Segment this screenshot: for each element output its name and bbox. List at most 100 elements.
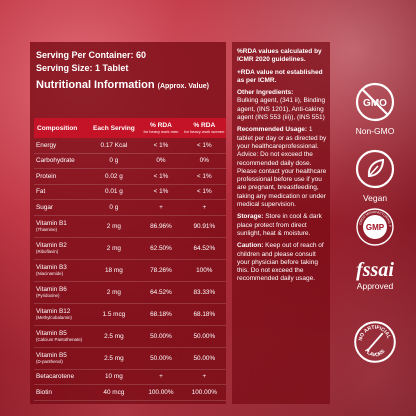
row-name: Vitamin B5 (D-panthenol): [34, 347, 89, 370]
col-rda-women-label: % RDA: [193, 122, 216, 129]
row-rda-men: +: [139, 369, 183, 385]
row-rda-women-text: 0%: [199, 157, 209, 165]
other-ingredients-title: Other Ingredients:: [237, 89, 294, 97]
row-rda-men-text: 0%: [156, 157, 166, 165]
row-amount-text: 0.01 g: [104, 188, 123, 196]
col-each-serving: Each Serving: [88, 118, 140, 138]
table-row: Fat 0.01 g < 1% < 1%: [34, 184, 226, 200]
row-name: Vitamin B3 (Niacinamide): [34, 259, 89, 282]
row-name: Sugar: [34, 199, 89, 216]
row-rda-women-text: 90.91%: [193, 222, 216, 230]
row-rda-men: 50.00%: [139, 347, 183, 370]
row-name-sub: (D-panthenol): [36, 359, 63, 364]
row-rda-men-text: < 1%: [153, 188, 169, 196]
row-rda-men: < 1%: [139, 168, 183, 185]
row-amount: 0 g: [88, 199, 140, 216]
row-rda-men-text: < 1%: [153, 172, 169, 180]
col-rda-women: % RDA for heavy work women: [182, 118, 226, 138]
row-rda-men: 62.50%: [139, 237, 183, 260]
row-name-text: Vitamin B6: [36, 286, 67, 293]
row-rda-women: 50.00%: [182, 347, 226, 370]
table-row: Vitamin B12 (Methylcobalamin) 1.5 mcg 68.18…: [34, 303, 226, 326]
non-gmo-label: Non-GMO: [355, 126, 395, 136]
row-rda-men-text: 64.52%: [150, 288, 172, 296]
row-rda-men-text: 50.00%: [150, 354, 172, 362]
row-rda-men-text: 50.00%: [150, 332, 172, 340]
row-name: Carbohydrate: [34, 153, 89, 169]
info-text: %RDA values calculated by ICMR 2020 guid…: [237, 48, 329, 288]
row-rda-men: 86.96%: [139, 215, 183, 238]
row-amount: 2 mg: [88, 281, 140, 304]
row-rda-men-text: +: [159, 373, 163, 381]
row-rda-women: < 1%: [182, 168, 226, 185]
info-panel: [232, 42, 330, 404]
row-name: Energy: [34, 138, 89, 154]
row-rda-women-text: 50.00%: [193, 354, 216, 362]
row-amount-text: 2.5 mg: [104, 354, 124, 362]
row-name-sub: (Niacinamide): [36, 271, 64, 276]
row-rda-men: 0%: [139, 153, 183, 169]
row-rda-women-text: < 1%: [196, 172, 212, 180]
svg-text:FLAVORS: FLAVORS: [363, 348, 387, 358]
row-name-text: Vitamin B5: [36, 330, 67, 337]
row-rda-men: +: [139, 199, 183, 216]
gmp-icon: GOOD MANUFACTURING PRACTICE GMP: [354, 204, 394, 246]
row-name-text: Energy: [36, 141, 57, 149]
table-row: Betacarotene 10 mg + +: [34, 369, 226, 385]
nutrition-table: Composition Each Serving % RDA for heavy…: [34, 118, 226, 401]
table-row: Energy 0.17 Kcal < 1% < 1%: [34, 138, 226, 154]
row-rda-men: 68.18%: [139, 303, 183, 326]
row-rda-women-text: < 1%: [196, 188, 212, 196]
row-rda-women: +: [182, 199, 226, 216]
col-composition: Composition: [34, 118, 89, 138]
col-rda-men-sub: for heavy work men: [143, 129, 179, 134]
row-name-sub: (Methylcobalamin): [36, 315, 72, 320]
row-rda-men-text: +: [159, 203, 163, 211]
rda-note-1: %RDA values calculated by ICMR 2020 guid…: [237, 48, 322, 64]
row-rda-women: +: [182, 369, 226, 385]
nutritional-sub: (Approx. Value): [157, 83, 209, 90]
fssai-badge: fssai Approved: [350, 259, 400, 291]
row-rda-men: 50.00%: [139, 325, 183, 348]
row-rda-men-text: 78.26%: [150, 266, 172, 274]
row-name-sub: (Thiamine): [36, 227, 57, 232]
col-rda-women-sub: for heavy work women: [184, 129, 225, 134]
row-name-sub: (Calcium Pantothenate): [36, 337, 83, 342]
row-amount: 1.5 mcg: [88, 303, 140, 326]
caution-text: Keep out of reach of children and please…: [237, 242, 324, 283]
flavors-text: FLAVORS: [363, 348, 387, 358]
rda-note-2: +RDA value not established as per ICMR.: [237, 68, 323, 84]
gmp-text: GMP: [366, 223, 385, 232]
table-row: Vitamin B5 (D-panthenol) 2.5 mg 50.00% 50.00…: [34, 347, 226, 370]
leaf-icon: [355, 149, 395, 189]
row-rda-women: 100.00%: [182, 384, 226, 401]
nutritional-title: Nutritional Information (Approx. Value): [36, 79, 209, 91]
row-name: Fat: [34, 184, 89, 200]
row-amount-text: 2.5 mg: [104, 332, 124, 340]
row-rda-men-text: 86.96%: [150, 222, 172, 230]
row-amount-text: 2 mg: [106, 244, 121, 252]
row-rda-women: 68.18%: [182, 303, 226, 326]
row-amount-text: 10 mg: [104, 373, 123, 381]
serving-size: Serving Size: 1 Tablet: [36, 63, 129, 73]
table-row: Vitamin B3 (Niacinamide) 18 mg 78.26% 100%: [34, 259, 226, 282]
row-rda-women: 90.91%: [182, 215, 226, 238]
table-row: Protein 0.02 g < 1% < 1%: [34, 168, 226, 185]
caution-title: Caution:: [237, 242, 264, 250]
other-ingredients-text: Bulking agent, (341 ii), Binding agent, …: [237, 97, 326, 122]
row-amount: 2.5 mg: [88, 325, 140, 348]
row-rda-women-text: +: [202, 373, 207, 381]
row-name-text: Fat: [36, 188, 46, 196]
no-artificial-flavors-icon: NO ARTIFICIAL FLAVORS: [354, 321, 396, 363]
row-amount: 0.01 g: [88, 184, 140, 200]
row-name-text: Vitamin B1: [36, 220, 67, 227]
gmp-badge: GOOD MANUFACTURING PRACTICE GMP: [350, 204, 400, 249]
row-name: Vitamin B12 (Methylcobalamin): [34, 303, 89, 326]
row-name: Protein: [34, 168, 89, 185]
row-name: Biotin: [34, 384, 89, 401]
row-rda-women: < 1%: [182, 184, 226, 200]
row-rda-women-text: 50.00%: [193, 332, 216, 340]
row-rda-men: 100.00%: [139, 384, 183, 401]
vegan-badge: Vegan: [350, 149, 400, 203]
